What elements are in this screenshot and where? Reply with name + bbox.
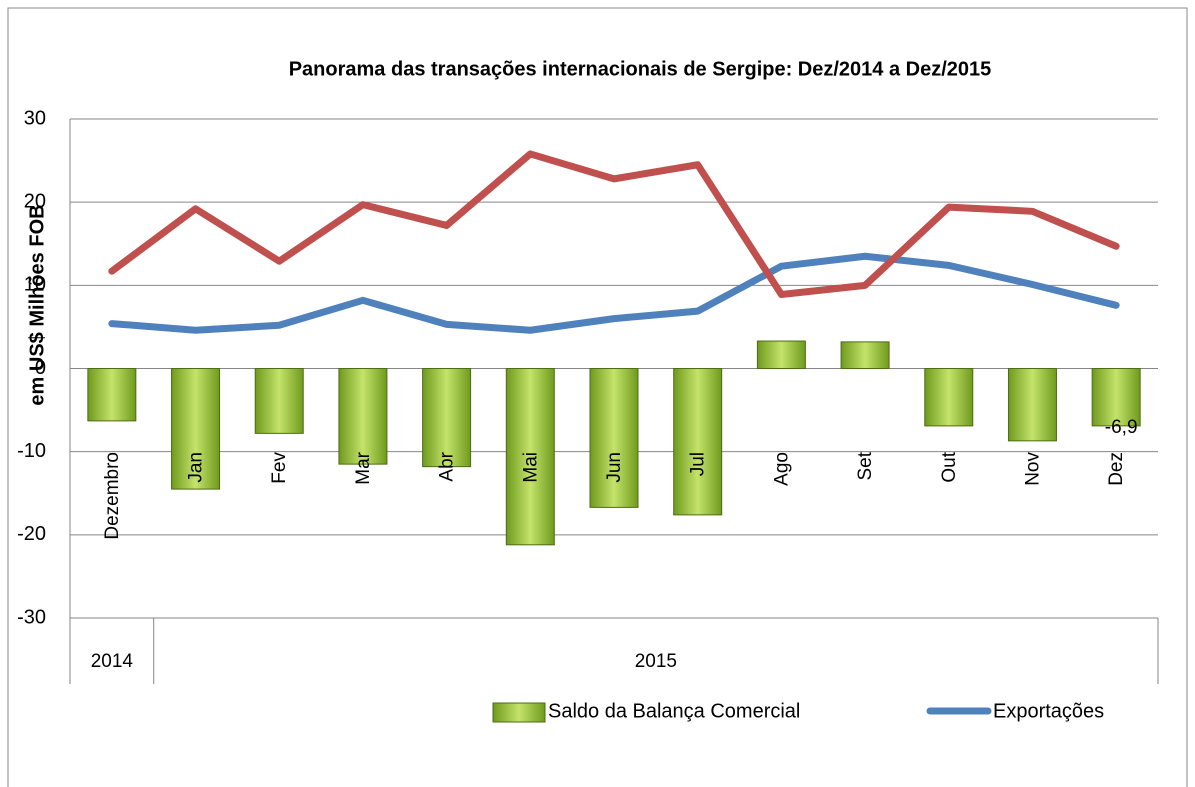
x-tick-label: Ago <box>771 452 792 486</box>
chart-title: Panorama das transações internacionais d… <box>289 58 992 80</box>
legend-swatch <box>492 702 546 723</box>
bar <box>505 368 555 546</box>
y-tick-label: 10 <box>24 274 46 296</box>
x-tick-label: Fev <box>269 452 290 484</box>
x-tick-label: Set <box>855 451 876 480</box>
bar <box>254 368 304 434</box>
legend-label: Saldo da Balança Comercial <box>548 700 800 722</box>
bar <box>1007 368 1057 442</box>
y-tick-label: 20 <box>24 190 46 212</box>
x-tick-label: Nov <box>1022 452 1043 486</box>
bar <box>87 368 137 422</box>
bar <box>673 368 723 516</box>
bar <box>589 368 639 508</box>
x-tick-label: Jul <box>688 452 709 476</box>
x-tick-label: Abr <box>437 451 458 481</box>
y-tick-label: -10 <box>17 440 46 462</box>
bar <box>756 340 806 369</box>
bar <box>338 368 388 465</box>
x-tick-label: Mar <box>353 451 374 484</box>
x-tick-label: Dez <box>1106 452 1127 486</box>
data-label: -6,9 <box>1105 417 1138 438</box>
y-tick-label: -20 <box>17 523 46 545</box>
y-tick-label: -30 <box>17 606 46 628</box>
chart-border <box>7 7 1188 787</box>
bar <box>422 368 472 468</box>
x-tick-label: Mai <box>520 452 541 483</box>
x-tick-label: Jun <box>604 452 625 483</box>
x-tick-label: Jan <box>186 452 207 483</box>
x-tick-label: Out <box>939 451 960 482</box>
line <box>108 150 1120 298</box>
bar <box>171 368 221 490</box>
group-label: 2015 <box>635 651 677 672</box>
y-tick-label: 0 <box>35 357 46 379</box>
group-label: 2014 <box>91 651 134 672</box>
legend-label: Exportações <box>993 700 1104 722</box>
bar <box>1091 368 1141 427</box>
y-axis-title: em US$ Milhões FOB <box>26 204 48 405</box>
line <box>108 252 1120 334</box>
x-tick-label: Dezembro <box>102 452 123 540</box>
bar <box>840 341 890 369</box>
bar <box>924 368 974 427</box>
y-tick-label: 30 <box>24 107 46 129</box>
